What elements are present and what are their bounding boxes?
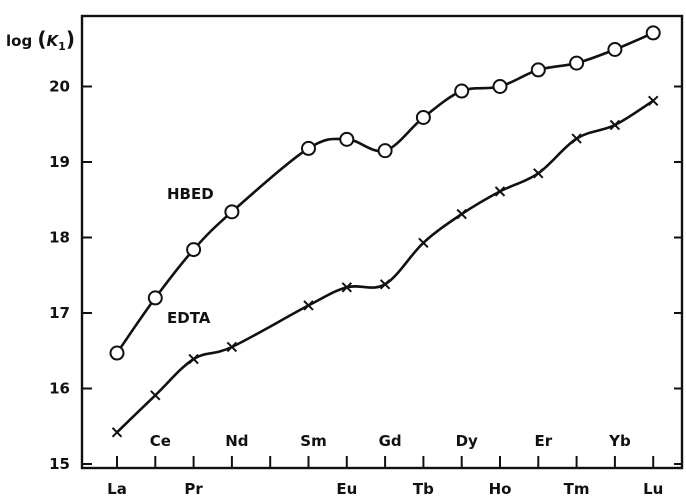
- x-label-lower: Tb: [413, 480, 434, 498]
- y-tick-label: 15: [49, 455, 70, 473]
- hbed-point: [415, 109, 431, 125]
- series-curves: [115, 31, 655, 434]
- hbed-point: [377, 143, 393, 159]
- x-label-lower: Lu: [643, 480, 663, 498]
- hbed-point: [645, 25, 661, 41]
- hbed-point: [492, 79, 508, 94]
- x-axis: La Pr Eu Tb Ho Tm Lu Ce Nd Sm Gd Dy Er Yb: [107, 432, 663, 498]
- x-label-upper: Dy: [456, 432, 478, 450]
- x-label-upper: Ce: [150, 432, 171, 450]
- y-tick-label: 18: [49, 229, 70, 247]
- edta-point: [494, 186, 506, 197]
- hbed-point: [530, 62, 546, 78]
- svg-text:log (K1): log (K1): [6, 27, 75, 53]
- edta-point: [188, 353, 199, 365]
- edta-point: [456, 208, 467, 220]
- edta-point: [111, 427, 123, 438]
- hbed-point: [607, 42, 623, 58]
- edta-point: [379, 279, 391, 290]
- edta-point: [571, 133, 582, 144]
- hbed-point: [147, 290, 163, 306]
- hbed-series-label: HBED: [167, 185, 214, 203]
- series-markers: [109, 25, 661, 438]
- edta-point: [647, 95, 659, 107]
- x-label-upper: Er: [534, 432, 552, 450]
- hbed-point: [186, 242, 202, 258]
- edta-point: [609, 119, 621, 131]
- x-label-lower: La: [107, 480, 127, 498]
- hbed-point: [339, 131, 355, 147]
- y-axis-title: log (K1): [6, 27, 75, 53]
- y-axis: 15 16 17 18 19 20: [49, 78, 682, 473]
- edta-point: [226, 341, 238, 353]
- edta-point: [533, 168, 544, 179]
- x-label-lower: Pr: [184, 480, 203, 498]
- x-label-lower: Eu: [336, 480, 357, 498]
- edta-point: [303, 300, 314, 311]
- hbed-point: [109, 345, 125, 361]
- edta-point: [341, 282, 353, 293]
- x-label-upper: Nd: [225, 432, 248, 450]
- y-tick-label: 19: [49, 153, 70, 171]
- plot-frame: [80, 14, 684, 470]
- y-tick-label: 20: [49, 78, 70, 96]
- edta-point: [418, 237, 429, 248]
- series-labels: HBED EDTA: [167, 185, 214, 327]
- hbed-point: [454, 83, 470, 99]
- x-label-lower: Tm: [564, 480, 590, 498]
- hbed-point: [569, 55, 585, 71]
- x-label-lower: Ho: [489, 480, 512, 498]
- x-label-upper: Yb: [608, 432, 631, 450]
- x-label-upper: Sm: [300, 432, 326, 450]
- x-label-upper: Gd: [379, 432, 402, 450]
- y-tick-label: 16: [49, 380, 70, 398]
- y-tick-label: 17: [49, 304, 70, 322]
- hbed-point: [301, 140, 316, 156]
- edta-series-label: EDTA: [167, 309, 211, 327]
- hbed-point: [224, 204, 240, 220]
- edta-point: [150, 390, 161, 401]
